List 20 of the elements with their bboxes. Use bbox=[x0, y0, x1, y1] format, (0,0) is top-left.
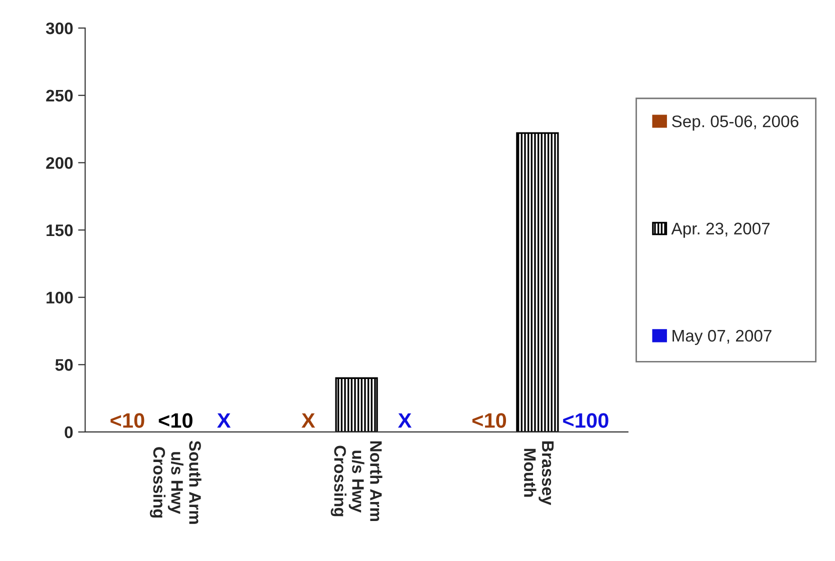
y-tick-label: 250 bbox=[46, 90, 73, 102]
legend-label: Sep. 05-06, 2006 bbox=[672, 115, 798, 131]
y-tick-label: 150 bbox=[46, 224, 73, 236]
legend-label: May 07, 2007 bbox=[672, 330, 772, 345]
legend-label: Apr. 23, 2007 bbox=[671, 222, 770, 238]
y-tick-label: 300 bbox=[46, 22, 73, 34]
text: X bbox=[398, 413, 412, 428]
text: X bbox=[217, 413, 231, 428]
x-tick-label: North Arm u/s Hwy Crossing bbox=[330, 441, 382, 522]
x-tick-label: Brassey Mouth bbox=[524, 441, 554, 506]
y-tick-label: 0 bbox=[64, 426, 73, 438]
y-tick-label: 50 bbox=[55, 359, 73, 371]
text: <10 bbox=[158, 413, 192, 428]
text: X bbox=[302, 413, 316, 428]
text: <10 bbox=[472, 413, 506, 428]
y-tick-label: 200 bbox=[46, 157, 73, 169]
x-tick-label: South Arm u/s Hwy Crossing bbox=[150, 440, 202, 524]
text: <10 bbox=[110, 413, 144, 428]
text: <100 bbox=[563, 413, 608, 428]
y-tick-label: 100 bbox=[46, 292, 73, 304]
